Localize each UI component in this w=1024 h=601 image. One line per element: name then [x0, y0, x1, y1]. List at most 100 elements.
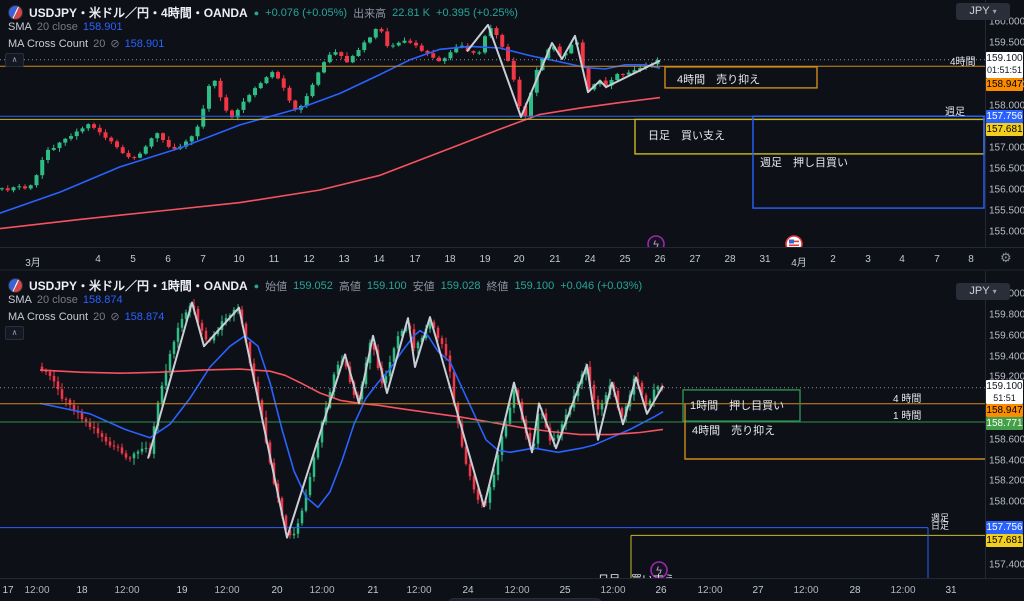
collapse-pane-button[interactable]: ∧: [5, 53, 24, 67]
candle-down: [126, 153, 131, 158]
4h-sell-zone[interactable]: [684, 403, 985, 460]
candle-down: [511, 60, 516, 80]
candle-up: [632, 70, 637, 73]
tag-price: 157.756: [986, 522, 1023, 533]
candle-up: [336, 364, 340, 375]
4h-sell-zone[interactable]: [664, 66, 818, 89]
open-value: 159.052: [293, 279, 333, 292]
candle-up: [80, 128, 85, 132]
indicator-row-ma-cross[interactable]: MA Cross Count 20 ⊘ 158.874: [8, 310, 165, 324]
time-axis-label: 25: [559, 585, 571, 596]
symbol-title[interactable]: USDJPY・米ドル／円・4時間・OANDA: [29, 6, 248, 20]
candle-up: [258, 83, 263, 89]
time-axis-1h[interactable]: 17 12:00 18 12:00 19 12:00 20 12:00 21 12:00 24 12:…: [0, 578, 1024, 601]
candle-up: [362, 42, 367, 51]
symbol-title[interactable]: USDJPY・米ドル／円・1時間・OANDA: [29, 279, 248, 293]
tag-price: 158.947: [986, 405, 1023, 416]
us-flag-event-icon[interactable]: [785, 235, 803, 247]
indicator-row-ma-cross[interactable]: MA Cross Count 20 ⊘ 158.901: [8, 37, 164, 51]
lightning-event-icon[interactable]: ϟ: [647, 235, 665, 247]
candle-down: [412, 329, 416, 349]
candle-down: [287, 87, 292, 101]
candle-down: [425, 50, 430, 54]
candle-down: [437, 57, 441, 62]
candle-down: [200, 322, 204, 331]
indicator-row-sma[interactable]: SMA 20 close 158.901: [8, 21, 123, 33]
1h-dip-buy-zone[interactable]: [682, 389, 801, 422]
candle-up: [536, 413, 540, 444]
candle-up: [604, 395, 608, 404]
candle-up: [184, 141, 188, 147]
candle-down: [432, 322, 436, 328]
time-axis-4h[interactable]: 3月 4 5 6 7 10 11 12 13 14 17 18 19 20 21 24 25 26 27 28 31 4月…: [0, 247, 1024, 269]
candle-up: [392, 348, 396, 363]
indicator-value: 158.874: [82, 294, 123, 306]
candle-up: [224, 318, 228, 322]
candle-up: [460, 45, 464, 47]
time-axis-label: 12:00: [214, 585, 240, 596]
chart-pane-4h: ϟ 4時間 売り抑え 日足 買い支え 週足 押し目買い 4時間 週足 160.000 159.…: [0, 0, 1024, 269]
symbol-logo-icon: [8, 278, 23, 293]
time-axis-label: 3: [865, 254, 871, 265]
currency-toggle-button[interactable]: JPY ▾: [956, 3, 1010, 20]
candle-down: [264, 417, 268, 443]
time-axis-label: 31: [759, 254, 771, 265]
candle-up: [51, 148, 56, 150]
collapse-pane-button[interactable]: ∧: [5, 326, 24, 340]
chevron-down-icon: ▾: [992, 7, 997, 16]
indicator-name: SMA: [8, 21, 32, 33]
candle-up: [74, 131, 79, 137]
candle-up: [63, 138, 68, 143]
candle-down: [92, 426, 96, 429]
candle-down: [339, 52, 344, 56]
chart-plot-4h[interactable]: ϟ 4時間 売り抑え 日足 買い支え 週足 押し目買い 4時間 週足 160.000 159.…: [0, 0, 1024, 247]
zigzag-line: [147, 301, 664, 539]
annotation-label: 日足 買い支え: [648, 130, 725, 142]
price-change: +0.046 (+0.03%): [560, 279, 643, 292]
candle-up: [648, 400, 652, 406]
candle-down: [440, 338, 444, 345]
candle-up: [212, 334, 216, 341]
candle-down: [96, 428, 100, 434]
price-scale-label: 155.500: [989, 205, 1024, 217]
candle-down: [218, 80, 223, 98]
lightning-event-icon[interactable]: ϟ: [650, 561, 668, 578]
settings-gear-icon[interactable]: ⚙: [1000, 250, 1012, 265]
time-axis-label: 7: [200, 254, 206, 265]
candle-up: [149, 138, 154, 147]
candle-down: [640, 382, 644, 396]
candle-down: [161, 133, 165, 140]
candle-up: [34, 175, 39, 186]
candle-up: [420, 337, 424, 343]
disabled-icon[interactable]: ⊘: [110, 38, 120, 50]
currency-toggle-button[interactable]: JPY ▾: [956, 283, 1010, 300]
tag-price: 158.771: [986, 418, 1023, 429]
time-axis-label: 17: [2, 585, 14, 596]
price-scale-border: [985, 271, 986, 578]
currency-label: JPY: [969, 5, 990, 17]
time-axis-label: 28: [849, 585, 861, 596]
candle-up: [598, 80, 602, 85]
1h-level-tag: 158.771: [986, 417, 1023, 430]
disabled-icon[interactable]: ⊘: [110, 311, 120, 323]
time-axis-label: 26: [655, 585, 667, 596]
candle-down: [115, 141, 119, 148]
candle-down: [345, 55, 349, 63]
candle-down: [592, 384, 596, 400]
candle-down: [166, 139, 171, 147]
low-label: 安値: [412, 280, 435, 293]
chart-header-1h: USDJPY・米ドル／円・1時間・OANDA ● 始値 159.052 高値 1…: [8, 277, 642, 294]
time-axis-label: 24: [462, 585, 474, 596]
high-value: 159.100: [366, 279, 407, 292]
indicator-row-sma[interactable]: SMA 20 close 158.874: [8, 294, 123, 306]
price-scale-label: 158.200: [989, 475, 1024, 487]
indicator-value: 158.874: [124, 310, 165, 323]
market-open-icon: ●: [253, 280, 260, 291]
weekly-dip-buy-zone[interactable]: [752, 115, 985, 209]
candle-up: [40, 160, 45, 176]
weekly-level-tag: 157.756: [986, 110, 1023, 123]
symbol-logo-icon: [8, 5, 23, 20]
tag-countdown: 51:51: [993, 393, 1016, 403]
indicator-params: 20: [93, 310, 106, 323]
